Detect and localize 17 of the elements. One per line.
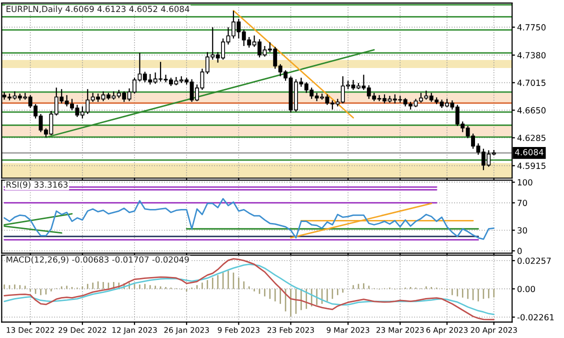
chart-title: MACD(12,26,9) -0.00683 -0.01707 -0.02049 bbox=[6, 256, 189, 264]
y-tick-label: 30 bbox=[518, 227, 528, 234]
y-tick-label: 4.5915 bbox=[517, 162, 546, 169]
ref-line-label: 4.6084 bbox=[515, 149, 544, 156]
y-tick-label: 100 bbox=[518, 179, 532, 186]
chart-title: EURPLN,Daily 4.6069 4.6123 4.6052 4.6084 bbox=[6, 6, 190, 14]
y-tick-label: 4.6285 bbox=[517, 134, 546, 142]
y-tick-label: 4.6650 bbox=[517, 107, 546, 114]
y-tick-label: 4.7380 bbox=[517, 52, 546, 58]
y-tick-label: 0.02257 bbox=[518, 258, 551, 264]
chart-title: RSI(9) 33.3163 bbox=[6, 181, 68, 189]
y-tick-label: 70 bbox=[518, 200, 528, 206]
y-tick-label: 4.7015 bbox=[517, 80, 546, 86]
y-tick-label: 0 bbox=[518, 248, 522, 254]
y-tick-label: -0.02261 bbox=[517, 314, 554, 320]
y-tick-label: 0.00 bbox=[518, 286, 535, 292]
y-tick-label: 4.7750 bbox=[517, 24, 546, 30]
